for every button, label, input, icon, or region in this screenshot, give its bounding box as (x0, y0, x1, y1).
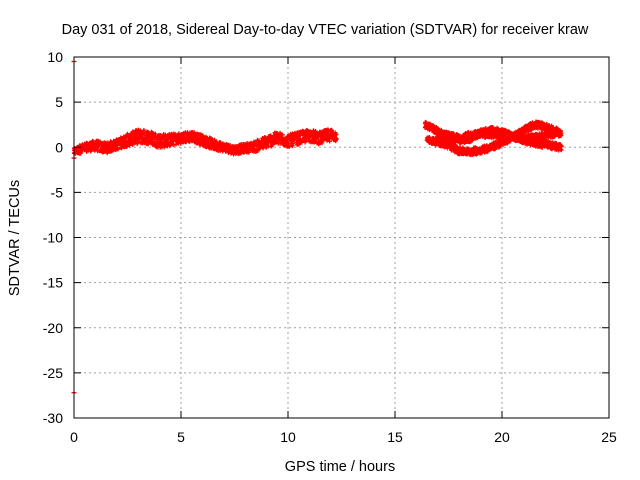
y-tick-label: 0 (55, 139, 63, 155)
y-axis-label: SDTVAR / TECUs (7, 180, 23, 296)
y-tick-label: -25 (43, 365, 63, 381)
x-axis-label: GPS time / hours (285, 459, 395, 475)
data-point (236, 147, 241, 152)
data-point (454, 144, 460, 149)
x-tick-label: 5 (177, 429, 185, 445)
y-tick-label: 10 (47, 49, 63, 65)
y-tick-label: 5 (55, 94, 63, 110)
x-tick-label: 0 (70, 429, 78, 445)
data-point (191, 130, 197, 135)
x-tick-label: 20 (494, 429, 510, 445)
y-tick-label: -20 (43, 320, 63, 336)
y-axis-ticks: 10 5 0 -5 -10 -15 -20 -25 -30 (43, 49, 609, 426)
y-tick-label: -10 (43, 230, 63, 246)
data-point (334, 136, 339, 142)
x-tick-label: 10 (280, 429, 296, 445)
data-point (141, 127, 147, 133)
data-point (115, 146, 121, 152)
data-point (552, 128, 557, 133)
data-point (178, 141, 184, 146)
series-segment-2-middle (435, 125, 558, 146)
data-point (303, 138, 308, 144)
data-point (153, 131, 158, 137)
data-point (558, 133, 564, 138)
chart-title: Day 031 of 2018, Sidereal Day-to-day VTE… (62, 22, 589, 38)
series-segment-1 (71, 127, 339, 157)
data-point (206, 140, 211, 146)
data-points (71, 60, 564, 394)
x-axis-ticks: 0 5 10 15 20 25 (70, 57, 617, 445)
data-point (290, 141, 296, 146)
y-tick-label: -5 (51, 184, 64, 200)
data-point (559, 147, 564, 153)
data-point (334, 132, 339, 137)
data-point (546, 122, 552, 128)
x-tick-label: 15 (387, 429, 403, 445)
series-segment-2-lower (424, 119, 564, 158)
data-point (290, 143, 295, 149)
data-point (129, 131, 135, 137)
grid-lines (74, 57, 609, 418)
data-point (171, 142, 177, 148)
data-point (173, 142, 179, 147)
x-tick-label: 25 (601, 429, 617, 445)
y-tick-label: -15 (43, 275, 63, 291)
data-point (130, 129, 135, 134)
y-tick-label: -30 (43, 410, 63, 426)
